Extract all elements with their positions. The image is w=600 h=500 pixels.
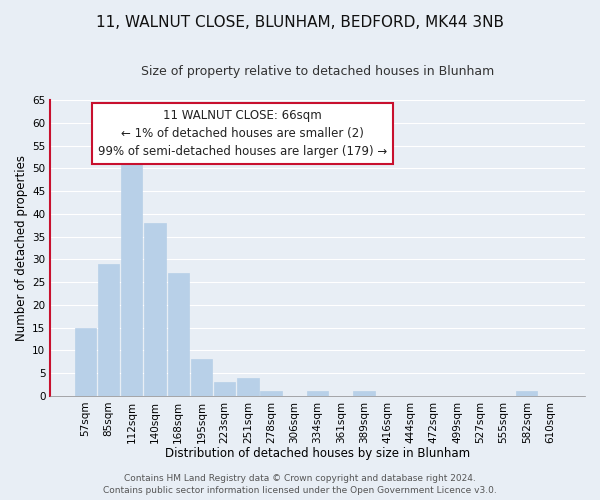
Text: Contains HM Land Registry data © Crown copyright and database right 2024.
Contai: Contains HM Land Registry data © Crown c… (103, 474, 497, 495)
Bar (353, 392, 375, 396)
X-axis label: Distribution of detached houses by size in Blunham: Distribution of detached houses by size … (165, 447, 470, 460)
Bar (167, 273, 189, 396)
Bar (191, 360, 212, 396)
Text: 11, WALNUT CLOSE, BLUNHAM, BEDFORD, MK44 3NB: 11, WALNUT CLOSE, BLUNHAM, BEDFORD, MK44… (96, 15, 504, 30)
Bar (237, 378, 259, 396)
Bar (260, 392, 282, 396)
Text: 11 WALNUT CLOSE: 66sqm
← 1% of detached houses are smaller (2)
99% of semi-detac: 11 WALNUT CLOSE: 66sqm ← 1% of detached … (98, 109, 388, 158)
Bar (121, 154, 142, 396)
Bar (144, 223, 166, 396)
Bar (74, 328, 96, 396)
Y-axis label: Number of detached properties: Number of detached properties (15, 155, 28, 341)
Title: Size of property relative to detached houses in Blunham: Size of property relative to detached ho… (141, 65, 494, 78)
Bar (98, 264, 119, 396)
Bar (307, 392, 328, 396)
Bar (214, 382, 235, 396)
Bar (516, 392, 538, 396)
